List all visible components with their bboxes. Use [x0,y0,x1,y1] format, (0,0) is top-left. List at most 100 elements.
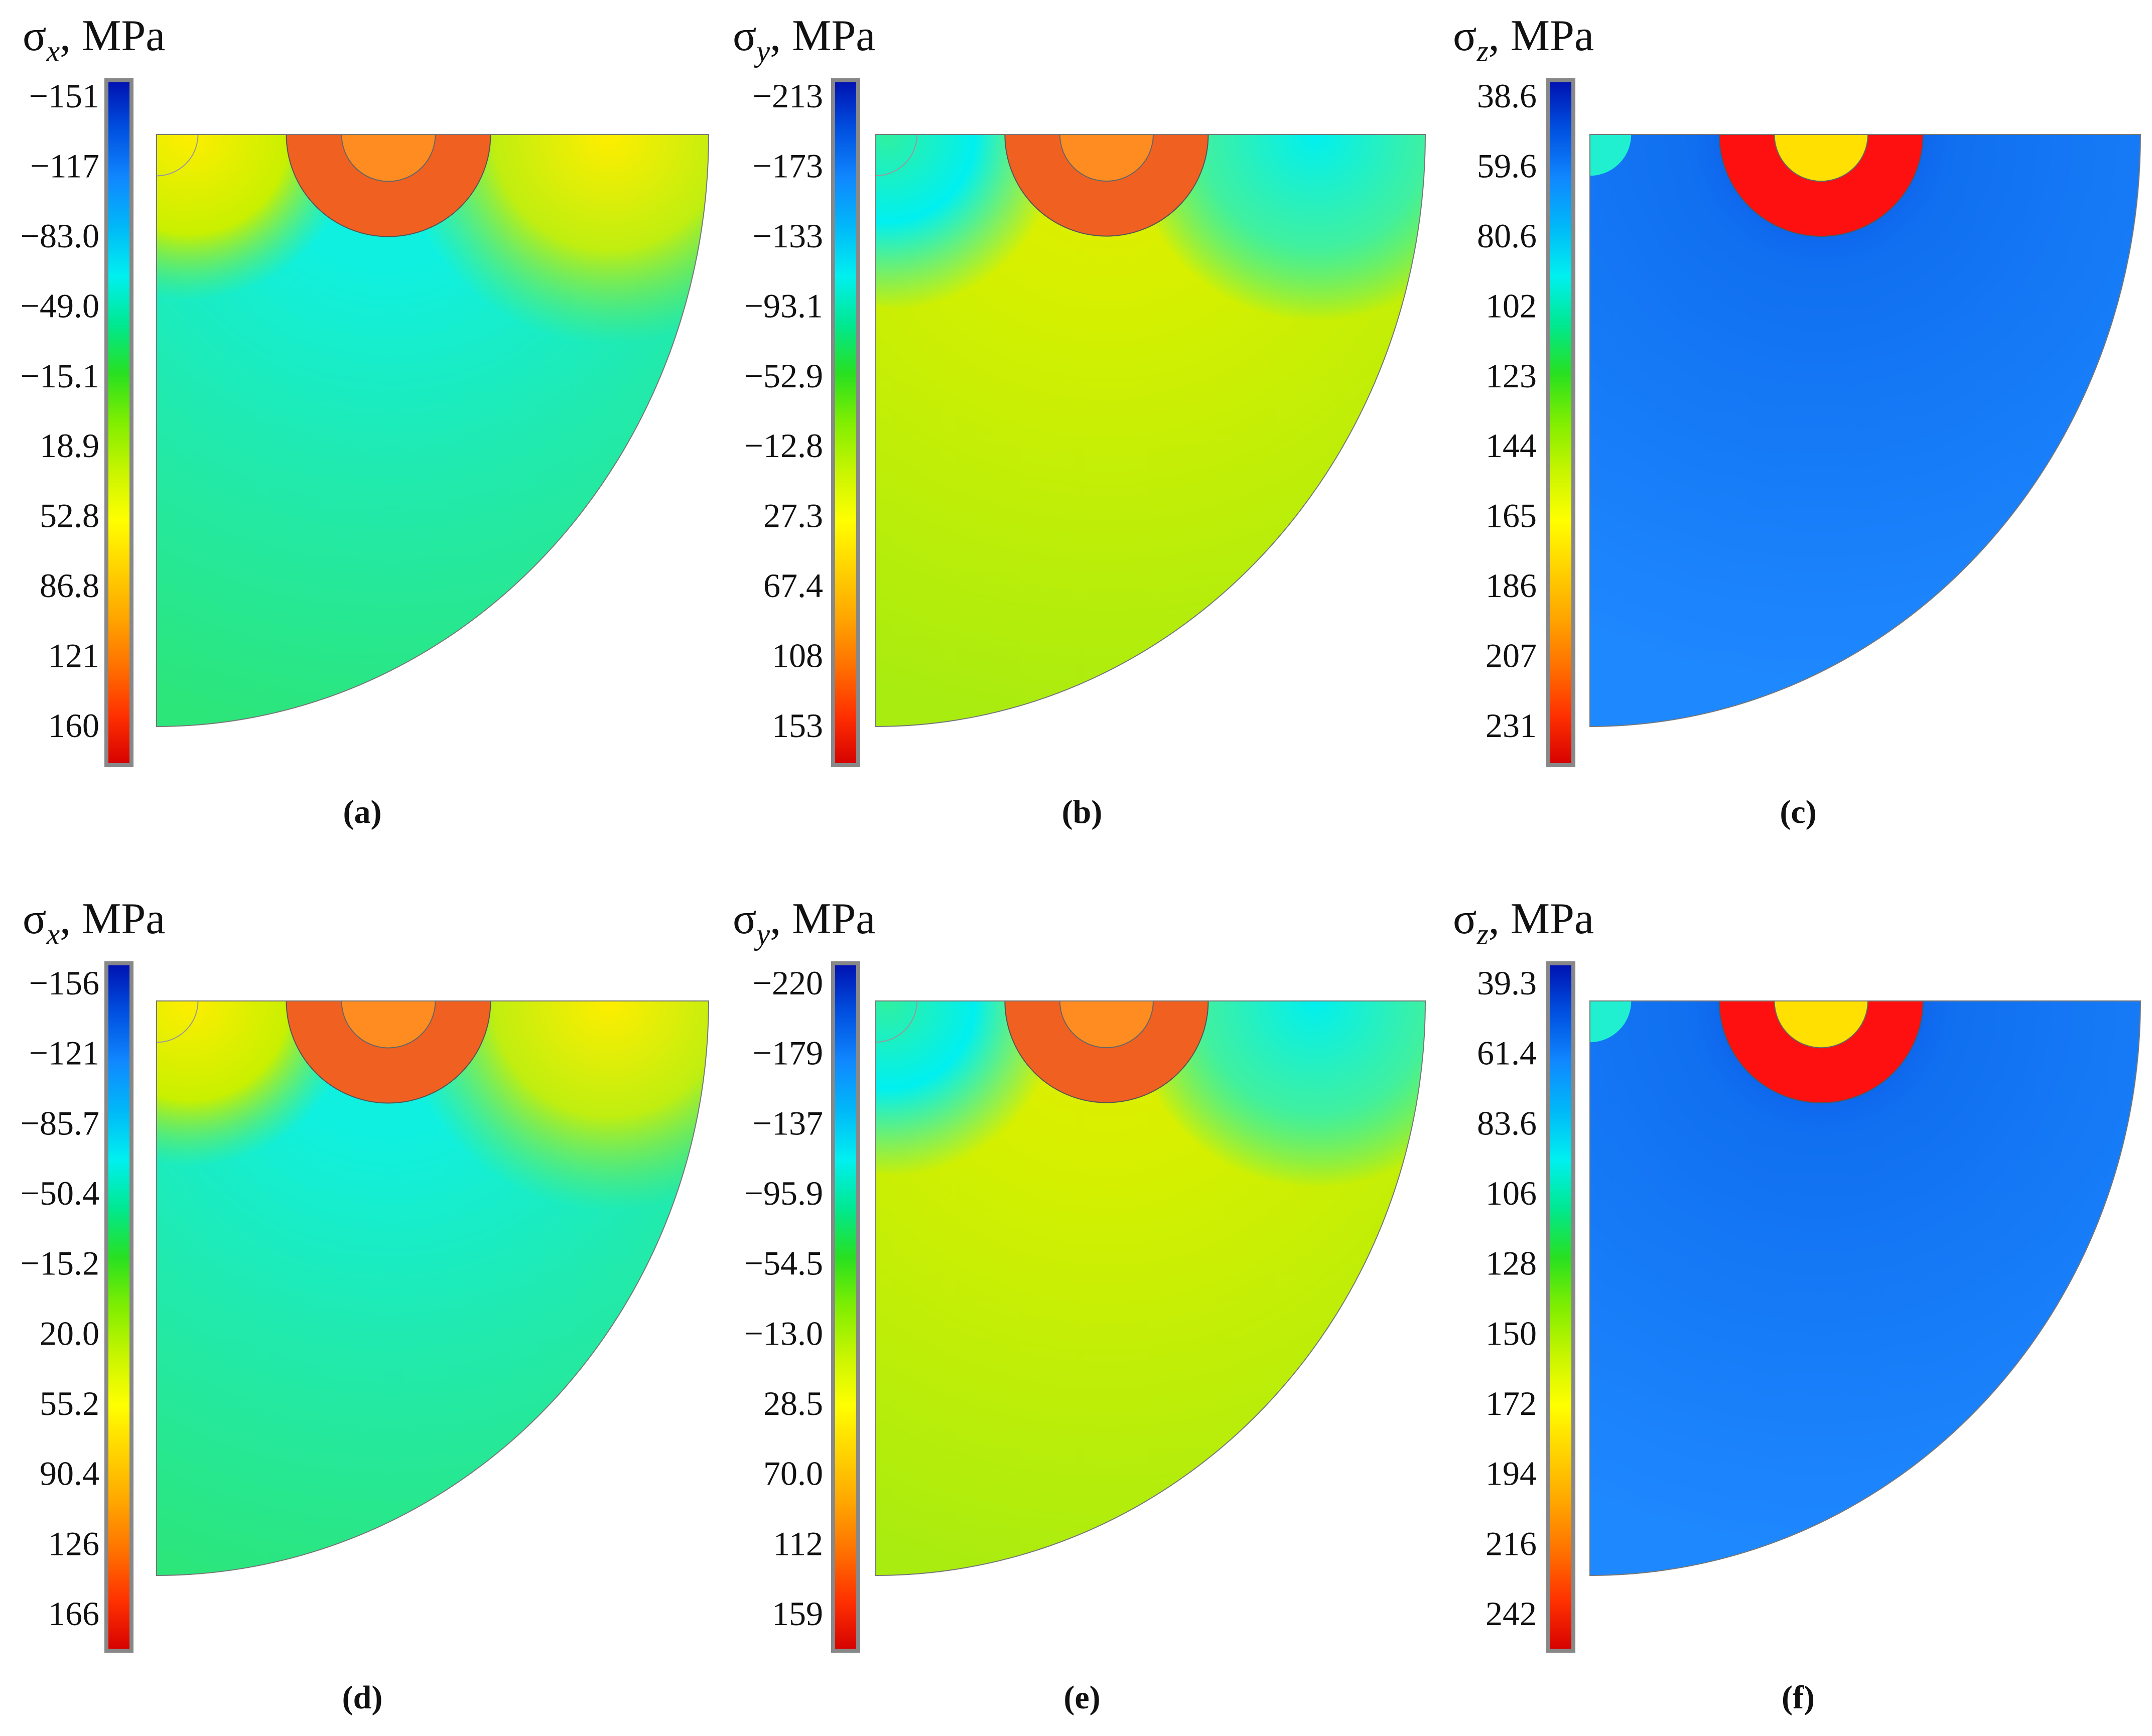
panel-caption: (e) [1063,1679,1100,1716]
domain-outline [156,1000,710,1576]
sigma-symbol: σ [23,895,46,943]
colorbar-tick-label: 108 [772,637,823,675]
colorbar-tick-label: 159 [772,1595,823,1633]
panel-caption: (b) [1062,794,1103,830]
colorbar-tick-label: 121 [48,637,99,675]
sigma-subscript: y [753,918,770,951]
colorbar-tick-label: 83.6 [1477,1104,1537,1142]
colorbar-frame [831,78,860,767]
colorbar-tick-label: 231 [1486,706,1537,745]
colorbar [106,80,131,765]
colorbar-tick-label: 128 [1486,1244,1537,1282]
colorbar-tick-label: 90.4 [40,1455,99,1493]
title-unit: , MPa [1489,12,1594,60]
colorbar-tick-label: −220 [753,964,823,1002]
colorbar-tick-label: 194 [1486,1455,1537,1493]
panel-c: σz, MPa 38.6 59.6 80.6 102 123 144 165 186 207 231… [1453,12,2141,830]
colorbar [106,963,131,1651]
inclusion-core [1059,134,1154,182]
sigma-subscript: z [1476,35,1488,68]
colorbar-tick-label: −15.1 [21,357,99,395]
colorbar-tick-label: −117 [30,147,99,185]
stress-field [157,1001,709,1575]
colorbar-tick-label: −54.5 [744,1244,823,1282]
panel-e: σy, MPa −220 −179 −137 −95.9 −54.5 −13.0 28.5 70… [733,895,1426,1716]
colorbar-tick-label: 28.5 [763,1384,823,1422]
inclusion-ring [1004,134,1209,237]
sigma-symbol: σ [1453,12,1476,60]
colorbar-tick-label: 172 [1486,1384,1537,1422]
colorbar [833,963,858,1651]
colorbar [1548,963,1573,1651]
panel-title: σx, MPa [23,895,165,951]
panel-title: σy, MPa [733,895,875,951]
inclusion-core [341,134,436,182]
colorbar-tick-label: 20.0 [40,1314,99,1352]
colorbar-tick-label: −173 [753,147,823,185]
domain-outline [156,134,710,728]
colorbar-tick-label: 27.3 [763,497,823,535]
colorbar-tick-label: 102 [1486,286,1537,325]
colorbar-tick-label: −83.0 [21,217,99,255]
panel-f: σz, MPa 39.3 61.4 83.6 106 128 150 172 194 216 242… [1453,895,2141,1716]
colorbar-tick-label: −13.0 [744,1314,823,1352]
colorbar-tick-label: −213 [753,77,823,115]
title-unit: , MPa [770,895,875,943]
panel-d: σx, MPa −156 −121 −85.7 −50.4 −15.2 20.0 55.2 90… [21,895,710,1716]
inclusion-ring [286,1001,491,1104]
colorbar-tick-label: 165 [1486,497,1537,535]
colorbar-tick-label: −49.0 [21,286,99,325]
stress-field [157,134,709,727]
panel-a: σx, MPa −151 −117 −83.0 −49.0 −15.1 18.9 52.8 86… [21,12,710,830]
colorbar-tick-label: −156 [29,964,99,1002]
colorbar-tick-label: −151 [29,77,99,115]
colorbar-tick-label: 153 [772,706,823,745]
sigma-subscript: x [46,918,60,951]
inclusion-ring [1718,1001,1924,1103]
panel-b: σy, MPa −213 −173 −133 −93.1 −52.9 −12.8 27.3 67… [733,12,1426,830]
panel-title: σz, MPa [1453,895,1594,951]
colorbar-frame [104,78,133,767]
colorbar-tick-label: 67.4 [763,566,823,605]
colorbar-tick-label: 55.2 [40,1384,99,1422]
panel-caption: (c) [1780,794,1816,830]
colorbar-tick-label: 39.3 [1477,964,1537,1002]
inclusion-ring [1718,134,1924,237]
sigma-symbol: σ [733,12,756,60]
colorbar-tick-label: −85.7 [21,1104,99,1142]
colorbar [1548,80,1573,765]
colorbar-tick-label: −179 [753,1034,823,1072]
panel-title: σx, MPa [23,12,165,68]
sigma-subscript: y [753,35,770,68]
panel-caption: (a) [343,794,382,830]
colorbar-tick-label: −121 [29,1034,99,1072]
colorbar-tick-label: −12.8 [744,426,823,465]
sigma-subscript: x [46,35,60,68]
panel-title: σy, MPa [733,12,875,68]
colorbar-tick-label: 112 [773,1524,823,1562]
colorbar-tick-label: 150 [1486,1314,1537,1352]
colorbar-tick-label: 70.0 [763,1455,823,1493]
colorbar-tick-label: 38.6 [1477,77,1537,115]
colorbar-tick-label: 242 [1486,1595,1537,1633]
panel-title: σz, MPa [1453,12,1594,68]
colorbar [833,80,858,765]
domain-outline [1589,1000,2141,1576]
colorbar-tick-label: 80.6 [1477,217,1537,255]
colorbar-frame [1546,78,1575,767]
stress-field [876,1001,1425,1575]
stress-field [1590,134,2140,727]
colorbar-tick-label: 86.8 [40,566,99,605]
domain-outline [875,1000,1426,1576]
colorbar-tick-label: −52.9 [744,357,823,395]
sigma-symbol: σ [1453,895,1476,943]
colorbar-tick-label: −95.9 [744,1174,823,1212]
sigma-subscript: z [1476,918,1488,951]
colorbar-frame [104,961,133,1653]
colorbar-frame [1546,961,1575,1653]
colorbar-tick-label: 126 [48,1524,99,1562]
colorbar-tick-label: −137 [753,1104,823,1142]
panel-caption: (d) [342,1679,383,1716]
sigma-symbol: σ [733,895,756,943]
